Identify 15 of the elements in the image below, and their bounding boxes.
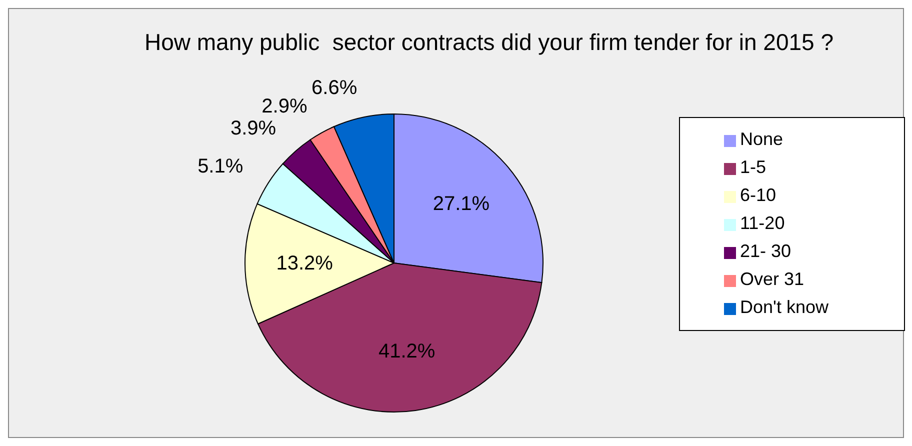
data-label: 13.2%	[276, 252, 334, 275]
legend-label: Don't know	[740, 297, 828, 317]
legend-label: 11-20	[740, 213, 785, 233]
data-label: 5.1%	[198, 156, 244, 178]
legend-label: Over 31	[740, 269, 804, 289]
legend-label: 1-5	[740, 157, 766, 177]
data-label: 41.2%	[378, 340, 436, 362]
data-label: 3.9%	[230, 117, 276, 140]
legend-label: 6-10	[740, 185, 776, 205]
data-label: 6.6%	[312, 76, 358, 99]
data-label: 2.9%	[262, 95, 308, 118]
chart-title: How many public sector contracts did your firm tender for in 2015 ?	[143, 29, 835, 55]
legend-label: 21- 30	[740, 241, 792, 261]
data-label: 27.1%	[432, 193, 490, 216]
legend-label: None	[740, 129, 784, 149]
